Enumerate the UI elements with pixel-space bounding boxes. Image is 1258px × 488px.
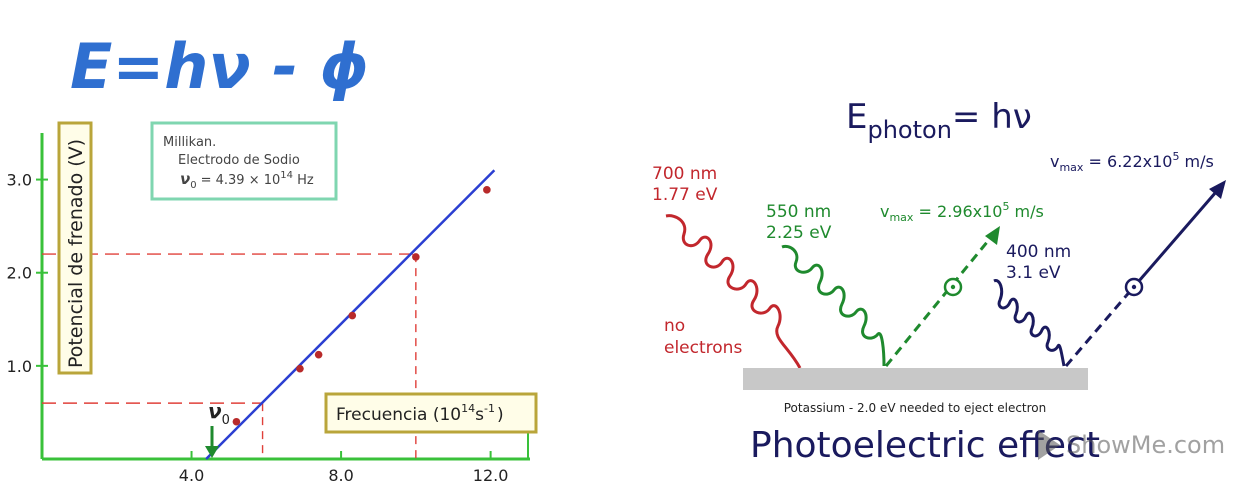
- data-point: [348, 311, 357, 320]
- xlabel-box: [324, 392, 538, 434]
- data-point: [483, 186, 491, 194]
- x-ticks: 4.0 8.0 12.0: [179, 451, 509, 485]
- green-electron-dot: [950, 284, 956, 290]
- green-electron-path: [884, 235, 994, 367]
- legend-nu-symbol: ν: [180, 170, 190, 188]
- nu0-arrow-head: [205, 446, 219, 458]
- blue-vmax-v: v: [1050, 152, 1059, 171]
- nu0-sub: 0: [222, 413, 230, 428]
- blue-photon-wave: [993, 279, 1066, 367]
- legend-line-1: Millikan.: [163, 135, 216, 150]
- blue-vmax: vmax = 6.22x105 m/s: [1050, 150, 1214, 174]
- blue-electron-dot: [1131, 284, 1137, 290]
- green-vmax-exp: 5: [1002, 200, 1009, 213]
- green-vmax-eq: = 2.96x10: [913, 202, 1002, 221]
- red-photon-wave: [665, 214, 802, 369]
- legend-nu-sub: 0: [190, 180, 196, 191]
- ylabel-box: [57, 121, 93, 375]
- green-wavelength: 550 nm: [766, 202, 831, 222]
- no-electrons-line2: electrons: [664, 338, 742, 358]
- red-wavelength: 700 nm: [652, 164, 717, 184]
- x-axis-label: Frecuencia (1014s-1): [336, 402, 504, 425]
- green-vmax-sub: max: [889, 211, 913, 224]
- xlabel-unit: s: [475, 405, 484, 425]
- blue-vmax-exp: 5: [1172, 150, 1179, 163]
- showme-logo-icon: [1038, 430, 1060, 460]
- x-tick-label: 12.0: [473, 466, 509, 485]
- data-points: [232, 186, 491, 426]
- plate-label: Potassium - 2.0 eV needed to eject elect…: [784, 401, 1047, 415]
- data-point: [412, 253, 420, 261]
- x-tick-label: 8.0: [328, 466, 353, 485]
- potassium-plate: [743, 368, 1088, 390]
- y-tick-label: 2.0: [7, 264, 32, 283]
- green-vmax-v: v: [880, 202, 889, 221]
- y-tick-label: 3.0: [7, 171, 32, 190]
- blue-wavelength: 400 nm: [1006, 242, 1071, 262]
- blue-energy: 3.1 eV: [1006, 263, 1061, 283]
- green-vmax: vmax = 2.96x105 m/s: [880, 200, 1044, 224]
- no-electrons-line1: no: [664, 316, 685, 336]
- watermark-text: ShowMe.com: [1066, 431, 1225, 459]
- blue-electron-path: [1064, 295, 1128, 367]
- millikan-chart: 1.0 2.0 3.0 4.0 8.0 12.0 Potencial de frenad…: [7, 121, 538, 485]
- x-tick-label: 4.0: [179, 466, 204, 485]
- legend-nu-unit: Hz: [293, 173, 314, 188]
- nu0-symbol: ν: [208, 399, 222, 423]
- e-photon-rest: = hν: [952, 97, 1032, 137]
- handwritten-equation: E=hν - ϕ: [70, 30, 369, 103]
- green-vmax-unit: m/s: [1009, 202, 1043, 221]
- blue-vmax-eq: = 6.22x10: [1083, 152, 1172, 171]
- legend-nu-value: = 4.39 × 10: [201, 173, 281, 188]
- e-photon-E: E: [846, 97, 867, 137]
- blue-vmax-sub: max: [1059, 161, 1083, 174]
- green-photon-wave: [781, 244, 886, 367]
- nu0-label: ν0: [208, 399, 230, 428]
- legend-nu-exp: 14: [280, 170, 293, 181]
- e-photon-formula: Ephoton= hν: [846, 97, 1032, 144]
- xlabel-exp1: 14: [461, 402, 475, 415]
- green-arrow-head: [985, 226, 1000, 245]
- blue-vmax-unit: m/s: [1179, 152, 1213, 171]
- data-point: [314, 350, 323, 359]
- legend-line-3: ν0 = 4.39 × 1014 Hz: [180, 170, 314, 191]
- y-tick-label: 1.0: [7, 357, 32, 376]
- y-axis-label: Potencial de frenado (V): [65, 139, 87, 368]
- legend-line-2: Electrodo de Sodio: [178, 153, 300, 168]
- data-point: [232, 417, 241, 426]
- red-energy: 1.77 eV: [652, 185, 718, 205]
- xlabel-exp2: -1: [484, 402, 495, 415]
- xlabel-text: Frecuencia (10: [336, 405, 461, 425]
- data-point: [296, 364, 304, 373]
- legend-box: [150, 121, 338, 201]
- blue-electron-path-solid: [1124, 191, 1218, 297]
- y-ticks: 1.0 2.0 3.0: [7, 171, 48, 376]
- xlabel-close: ): [497, 405, 504, 425]
- photoelectric-diagram: Ephoton= hν 700 nm 1.77 eV no electrons …: [652, 97, 1226, 466]
- green-energy: 2.25 eV: [766, 223, 832, 243]
- e-photon-sub: photon: [867, 116, 951, 144]
- blue-arrow-head: [1209, 180, 1226, 199]
- showme-watermark: ShowMe.com: [1038, 430, 1225, 460]
